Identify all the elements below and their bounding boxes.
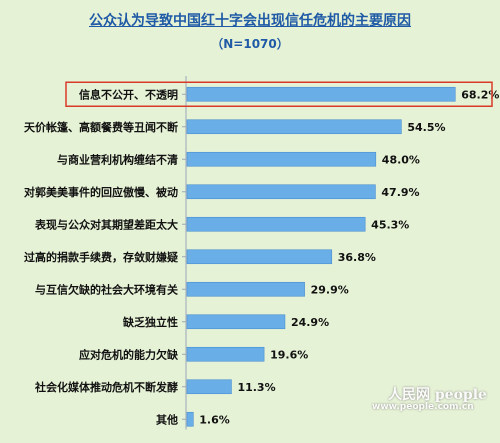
chart-title: 公众认为导致中国红十字会出现信任危机的主要原因: [89, 13, 411, 29]
bar: [186, 86, 456, 102]
bar: [186, 379, 232, 395]
category-label: 与互信欠缺的社会大环境有关: [35, 282, 178, 296]
value-label: 48.0%: [382, 153, 420, 166]
value-label: 19.6%: [270, 348, 308, 361]
value-label: 11.3%: [237, 381, 275, 394]
category-label: 天价帐篷、高额餐费等丑闻不断: [24, 120, 178, 134]
category-label: 应对危机的能力欠缺: [79, 347, 179, 361]
highlight-box: [65, 81, 493, 107]
value-label: 1.6%: [199, 413, 230, 426]
category-label: 与商业营利机构缠结不清: [57, 152, 178, 166]
value-label: 29.9%: [311, 283, 349, 296]
category-label: 社会化媒体推动危机不断发酵: [34, 380, 178, 394]
value-label: 45.3%: [371, 218, 409, 231]
bar: [186, 184, 376, 200]
category-label: 过高的捐款手续费，存敛财嫌疑: [24, 250, 178, 264]
category-label: 其他: [156, 412, 178, 426]
category-label: 缺乏独立性: [122, 315, 178, 329]
bar: [186, 151, 377, 167]
value-label: 24.9%: [291, 316, 329, 329]
bar: [186, 281, 305, 297]
bar: [186, 411, 194, 427]
category-label: 信息不公开、不透明: [79, 87, 178, 101]
value-label: 68.2%: [461, 88, 499, 101]
bar: [186, 346, 265, 362]
chart-subtitle: （N=1070）: [211, 37, 289, 51]
category-label: 表现与公众对其期望差距太大: [34, 217, 178, 231]
category-label: 对郭美美事件的回应傲慢、被动: [24, 185, 178, 199]
bar: [186, 216, 366, 232]
bar: [186, 314, 286, 330]
bar: [186, 119, 402, 135]
watermark-url: www.people.com.cn: [372, 402, 474, 412]
value-label: 36.8%: [338, 251, 376, 264]
bar: [186, 249, 333, 265]
value-label: 47.9%: [381, 186, 419, 199]
value-label: 54.5%: [407, 121, 445, 134]
watermark-logo: 人民网 people: [388, 387, 487, 403]
